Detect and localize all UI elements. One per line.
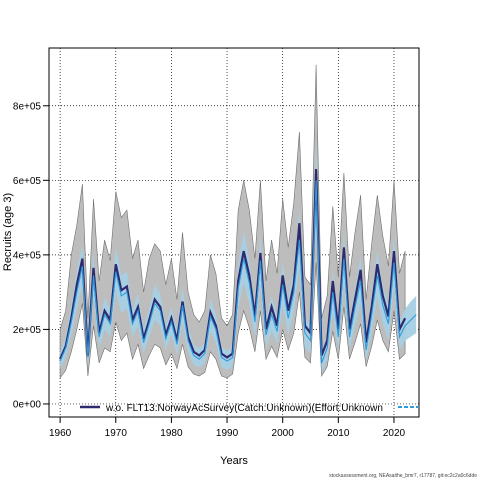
x-axis: 1960 1970 1980 1990 2000 2010 2020 — [49, 416, 406, 439]
y-tick-label: 2e+05 — [13, 325, 42, 336]
band-grey — [59, 64, 406, 379]
x-tick-label: 1960 — [49, 428, 72, 439]
confidence-band-blue — [60, 139, 417, 373]
x-tick-label: 1990 — [216, 428, 239, 439]
y-axis-title: Recruits (age 3) — [2, 193, 14, 271]
x-tick-label: 2000 — [272, 428, 295, 439]
y-tick-label: 6e+05 — [13, 176, 42, 187]
x-axis-title: Years — [220, 455, 248, 467]
y-tick-label: 8e+05 — [13, 101, 42, 112]
credit-text: stockassessment.org, NEAsaithe_bmr7, r17… — [329, 473, 477, 479]
series-lines — [59, 169, 417, 364]
x-tick-label: 2010 — [327, 428, 350, 439]
band-blue — [60, 139, 417, 373]
y-axis: 0e+00 2e+05 4e+05 6e+05 8e+05 — [13, 101, 49, 410]
x-tick-label: 1980 — [160, 428, 183, 439]
legend: w.o. FLT13:NorwayAcSurvey(Catch:Unknown)… — [80, 403, 418, 414]
confidence-band-grey — [59, 64, 406, 379]
y-tick-label: 0e+00 — [13, 399, 42, 410]
series-line-alt — [59, 180, 417, 364]
y-tick-label: 4e+05 — [13, 250, 42, 261]
x-tick-label: 2020 — [383, 428, 406, 439]
x-tick-label: 1970 — [105, 428, 128, 439]
legend-label: w.o. FLT13:NorwayAcSurvey(Catch:Unknown)… — [105, 403, 383, 414]
